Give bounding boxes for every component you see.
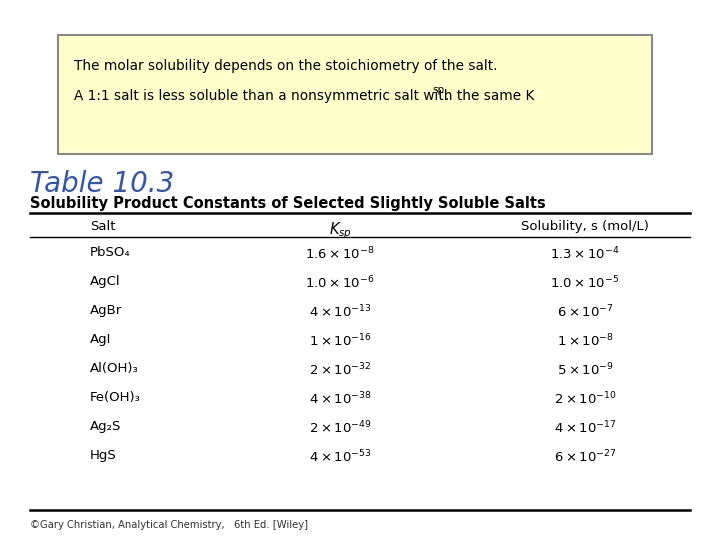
Text: $1.6 \times 10^{-8}$: $1.6 \times 10^{-8}$ <box>305 246 374 262</box>
Text: $2 \times 10^{-10}$: $2 \times 10^{-10}$ <box>554 391 616 408</box>
Text: sp: sp <box>433 85 444 95</box>
Text: Solubility Product Constants of Selected Slightly Soluble Salts: Solubility Product Constants of Selected… <box>30 196 546 211</box>
Text: $2 \times 10^{-32}$: $2 \times 10^{-32}$ <box>309 362 371 379</box>
Text: AgBr: AgBr <box>90 304 122 317</box>
Text: $4 \times 10^{-17}$: $4 \times 10^{-17}$ <box>554 420 616 437</box>
Text: HgS: HgS <box>90 449 117 462</box>
Text: $1.0 \times 10^{-6}$: $1.0 \times 10^{-6}$ <box>305 275 374 292</box>
Text: $1 \times 10^{-8}$: $1 \times 10^{-8}$ <box>557 333 613 349</box>
Text: A 1:1 salt is less soluble than a nonsymmetric salt with the same K: A 1:1 salt is less soluble than a nonsym… <box>74 89 534 103</box>
Text: $4 \times 10^{-53}$: $4 \times 10^{-53}$ <box>309 449 372 465</box>
Text: Salt: Salt <box>90 220 115 233</box>
Text: $6 \times 10^{-7}$: $6 \times 10^{-7}$ <box>557 304 613 321</box>
Text: $4 \times 10^{-38}$: $4 \times 10^{-38}$ <box>309 391 372 408</box>
Text: Table 10.3: Table 10.3 <box>30 170 174 198</box>
Text: AgI: AgI <box>90 333 112 346</box>
Text: $1.3 \times 10^{-4}$: $1.3 \times 10^{-4}$ <box>550 246 620 262</box>
Text: PbSO₄: PbSO₄ <box>90 246 130 259</box>
Text: Ag₂S: Ag₂S <box>90 420 122 433</box>
Text: The molar solubility depends on the stoichiometry of the salt.: The molar solubility depends on the stoi… <box>74 59 498 73</box>
Text: .: . <box>444 89 449 103</box>
Text: AgCl: AgCl <box>90 275 121 288</box>
Text: Fe(OH)₃: Fe(OH)₃ <box>90 391 141 404</box>
Text: Solubility, s (mol/L): Solubility, s (mol/L) <box>521 220 649 233</box>
Text: $6 \times 10^{-27}$: $6 \times 10^{-27}$ <box>554 449 616 465</box>
Text: $2 \times 10^{-49}$: $2 \times 10^{-49}$ <box>309 420 372 437</box>
Text: $4 \times 10^{-13}$: $4 \times 10^{-13}$ <box>309 304 372 321</box>
Text: $K_{sp}$: $K_{sp}$ <box>328 220 351 241</box>
Text: $1 \times 10^{-16}$: $1 \times 10^{-16}$ <box>309 333 372 349</box>
Text: $1.0 \times 10^{-5}$: $1.0 \times 10^{-5}$ <box>551 275 619 292</box>
FancyBboxPatch shape <box>58 35 652 154</box>
Text: ©Gary Christian, Analytical Chemistry,   6th Ed. [Wiley]: ©Gary Christian, Analytical Chemistry, 6… <box>30 520 308 530</box>
Text: $5 \times 10^{-9}$: $5 \times 10^{-9}$ <box>557 362 613 379</box>
Text: Al(OH)₃: Al(OH)₃ <box>90 362 139 375</box>
